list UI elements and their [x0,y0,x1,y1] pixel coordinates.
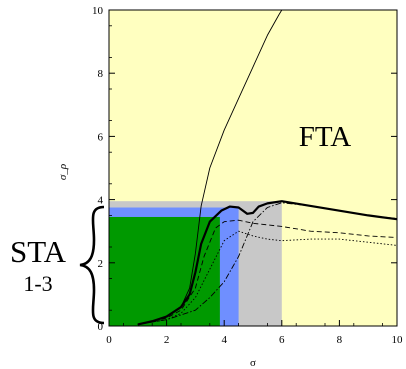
plot-frame [108,9,398,327]
sta-sub-label: 1-3 [23,271,52,296]
y-tick-label: 10 [92,5,104,17]
y-tick-label: 2 [98,258,104,270]
x-tick-label: 2 [164,334,170,346]
chart-regions [109,10,397,326]
x-tick-label: 8 [337,334,343,346]
series-line-dotted [137,230,398,325]
x-tick-label: 0 [106,334,112,346]
series-line-dashed [137,219,398,325]
chart-series [137,9,398,326]
series-line-thick [137,200,398,326]
y-tick-label: 0 [98,321,104,333]
y-tick-label: 4 [98,195,104,207]
sta-region-3 [109,216,220,326]
sta-label: STA [10,234,67,269]
x-tick-label: 4 [221,334,227,346]
axis-ticks: 0 2 4 6 8 10 0 2 4 6 8 10 [92,5,403,346]
y-tick-label: 8 [98,68,104,80]
series-line-dashdot [137,202,398,325]
fta-label: FTA [299,121,352,153]
y-axis-label: σ_ρ [57,164,69,180]
x-axis-label: σ [250,357,256,369]
x-tick-label: 10 [392,334,404,346]
x-tick-label: 6 [279,334,285,346]
sta-brace [79,205,105,325]
y-tick-label: 6 [98,131,104,143]
